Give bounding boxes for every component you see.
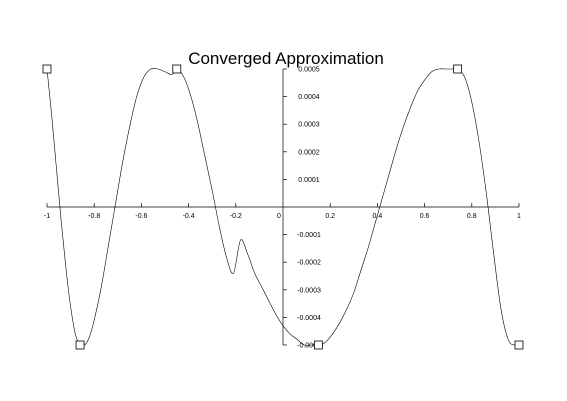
extremum-marker xyxy=(173,65,181,73)
x-tick-label: 1 xyxy=(517,213,521,220)
chart-title: Converged Approximation xyxy=(188,49,384,68)
x-tick-label: -0.6 xyxy=(135,213,147,220)
extremum-marker xyxy=(314,341,322,349)
y-tick-label: 0.0001 xyxy=(298,177,320,184)
y-tick-label: -0.0004 xyxy=(297,315,321,322)
x-tick-label: -0.2 xyxy=(230,213,242,220)
extremum-marker xyxy=(515,341,523,349)
extremum-marker xyxy=(43,65,51,73)
y-tick-label: 0.0005 xyxy=(298,67,320,74)
y-ticks: -0.0005-0.0004-0.0003-0.0002-0.00010.000… xyxy=(283,67,321,350)
y-tick-label: -0.0002 xyxy=(297,260,321,267)
x-tick-label: -1 xyxy=(44,213,50,220)
y-tick-label: -0.0003 xyxy=(297,287,321,294)
extremum-marker xyxy=(454,65,462,73)
y-tick-label: -0.0001 xyxy=(297,232,321,239)
x-tick-label: 0.2 xyxy=(325,213,335,220)
extremum-marker xyxy=(76,341,84,349)
x-tick-label: -0.4 xyxy=(183,213,195,220)
y-tick-label: 0.0002 xyxy=(298,149,320,156)
y-tick-label: 0.0004 xyxy=(298,94,320,101)
x-tick-label: 0.6 xyxy=(420,213,430,220)
x-tick-label: 0.8 xyxy=(467,213,477,220)
x-tick-label: -0.8 xyxy=(88,213,100,220)
y-tick-label: 0.0003 xyxy=(298,122,320,129)
x-tick-label: 0 xyxy=(277,213,281,220)
